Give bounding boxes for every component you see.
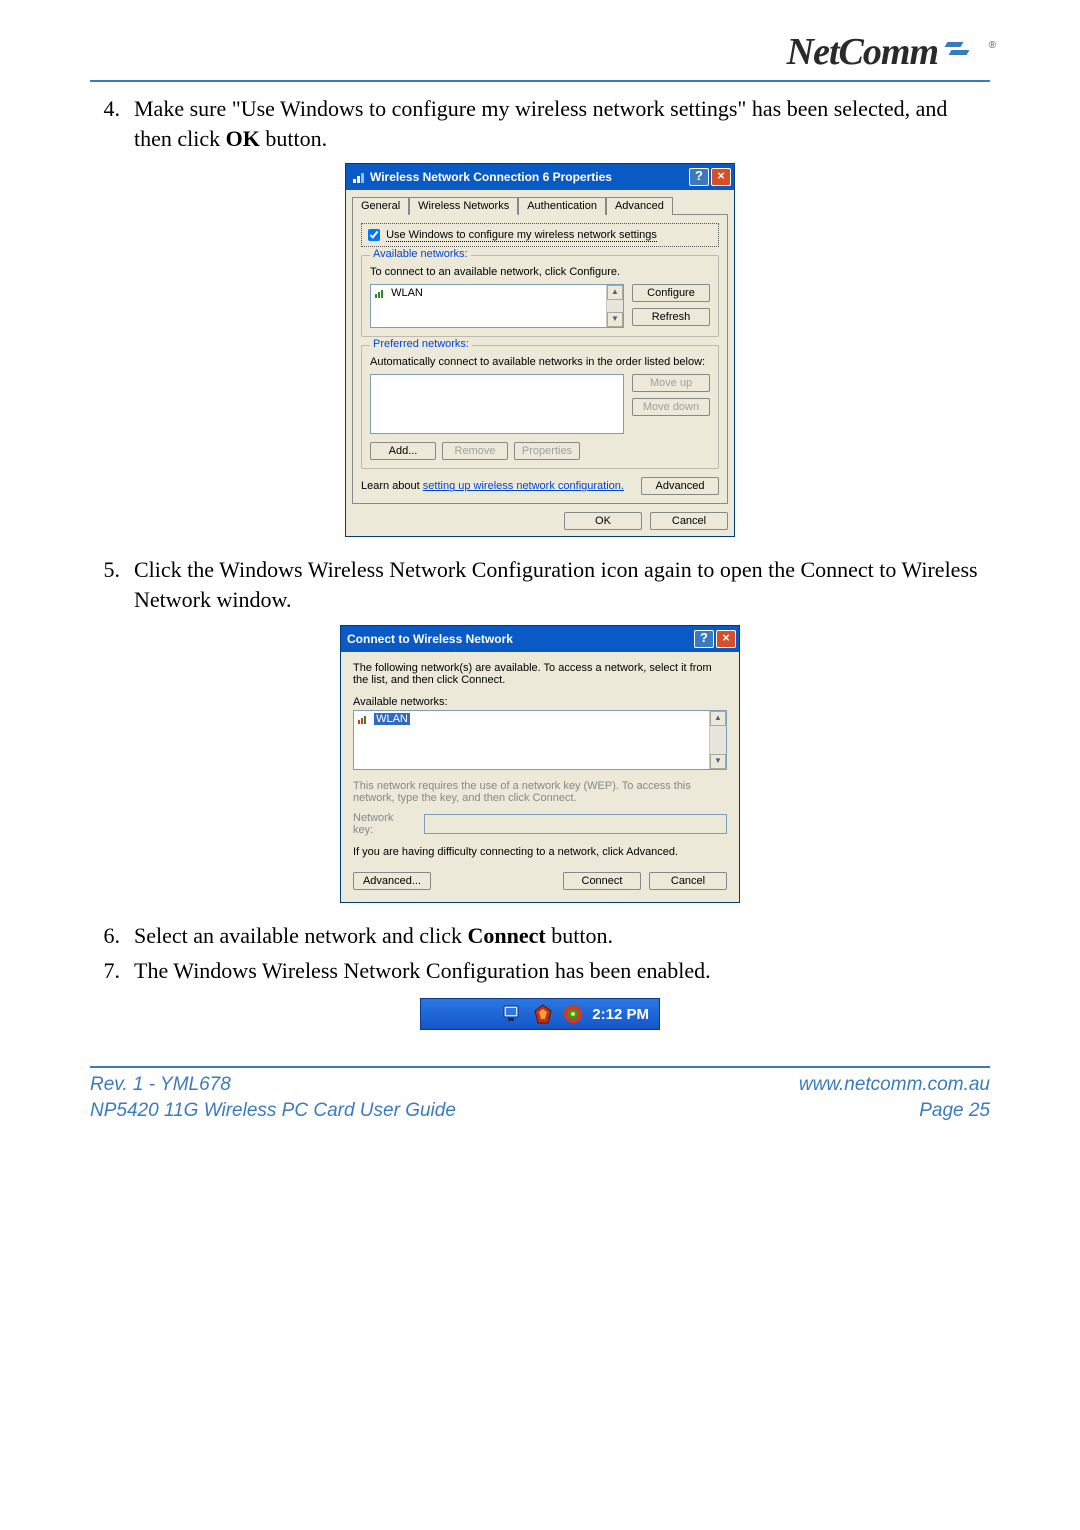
wireless-icon	[352, 170, 366, 184]
move-up-button[interactable]: Move up	[632, 374, 710, 392]
footer-url: www.netcomm.com.au	[799, 1072, 990, 1098]
group-desc: To connect to an available network, clic…	[370, 266, 710, 278]
step-4: 4. Make sure "Use Windows to configure m…	[90, 94, 990, 153]
use-windows-label: Use Windows to configure my wireless net…	[386, 229, 657, 242]
difficulty-text: If you are having difficulty connecting …	[353, 846, 727, 858]
tab-authentication[interactable]: Authentication	[518, 197, 606, 215]
brand-header: NetComm	[90, 30, 990, 74]
titlebar[interactable]: Connect to Wireless Network ? ×	[341, 626, 739, 652]
document-page: NetComm 4. Make sure "Use Windows to con…	[0, 0, 1080, 1143]
refresh-button[interactable]: Refresh	[632, 308, 710, 326]
configure-button[interactable]: Configure	[632, 284, 710, 302]
move-down-button[interactable]: Move down	[632, 398, 710, 416]
dialog-connect-wireless: Connect to Wireless Network ? × The foll…	[340, 625, 740, 903]
group-legend: Available networks:	[370, 248, 471, 260]
remove-button[interactable]: Remove	[442, 442, 508, 460]
network-icon	[358, 714, 368, 724]
monitor-icon[interactable]	[502, 1003, 524, 1025]
dialog-body: The following network(s) are available. …	[341, 652, 739, 902]
cancel-button[interactable]: Cancel	[650, 512, 728, 530]
step-6: 6. Select an available network and click…	[90, 921, 990, 951]
wep-text: This network requires the use of a netwo…	[353, 780, 727, 804]
network-key-input[interactable]	[424, 814, 727, 834]
scroll-up-icon[interactable]: ▲	[607, 285, 623, 300]
available-label: Available networks:	[353, 696, 727, 708]
footer-rev: Rev. 1 - YML678	[90, 1072, 456, 1098]
footer-rule	[90, 1066, 990, 1068]
group-preferred-networks: Preferred networks: Automatically connec…	[361, 345, 719, 469]
close-button[interactable]: ×	[716, 630, 736, 648]
tab-pane: Use Windows to configure my wireless net…	[352, 215, 728, 504]
help-button[interactable]: ?	[694, 630, 714, 648]
header-rule	[90, 80, 990, 82]
step-text: Click the Windows Wireless Network Confi…	[134, 555, 990, 614]
footer: Rev. 1 - YML678 NP5420 11G Wireless PC C…	[90, 1072, 990, 1123]
tab-general[interactable]: General	[352, 197, 409, 215]
connect-button[interactable]: Connect	[563, 872, 641, 890]
step-5: 5. Click the Windows Wireless Network Co…	[90, 555, 990, 614]
dialog-wireless-properties: Wireless Network Connection 6 Properties…	[345, 163, 735, 537]
system-tray: 2:12 PM	[420, 998, 660, 1030]
scroll-up-icon[interactable]: ▲	[710, 711, 726, 726]
learn-link[interactable]: setting up wireless network configuratio…	[423, 480, 624, 492]
wifi-config-icon[interactable]	[562, 1003, 584, 1025]
step-7: 7. The Windows Wireless Network Configur…	[90, 956, 990, 986]
footer-guide: NP5420 11G Wireless PC Card User Guide	[90, 1098, 456, 1124]
scrollbar[interactable]: ▲ ▼	[606, 285, 623, 327]
learn-text: Learn about	[361, 480, 423, 492]
focus-row: Use Windows to configure my wireless net…	[361, 223, 719, 247]
dialog-body: General Wireless Networks Authentication…	[346, 190, 734, 536]
network-item-selected: WLAN	[374, 713, 410, 725]
properties-button[interactable]: Properties	[514, 442, 580, 460]
tray-clock: 2:12 PM	[592, 1006, 649, 1023]
step-text: Make sure "Use Windows to configure my w…	[134, 94, 990, 153]
dialog-title: Connect to Wireless Network	[347, 632, 692, 646]
antivirus-icon[interactable]	[532, 1003, 554, 1025]
intro-text: The following network(s) are available. …	[353, 662, 727, 686]
network-icon	[375, 288, 385, 298]
advanced-button[interactable]: Advanced...	[353, 872, 431, 890]
brand-decor	[946, 42, 990, 62]
titlebar[interactable]: Wireless Network Connection 6 Properties…	[346, 164, 734, 190]
network-key-label: Network key:	[353, 812, 416, 836]
cancel-button[interactable]: Cancel	[649, 872, 727, 890]
brand-logo: NetComm	[787, 30, 938, 74]
step-number: 6.	[90, 921, 134, 951]
scroll-down-icon[interactable]: ▼	[710, 754, 726, 769]
help-button[interactable]: ?	[689, 168, 709, 186]
add-button[interactable]: Add...	[370, 442, 436, 460]
close-button[interactable]: ×	[711, 168, 731, 186]
group-legend: Preferred networks:	[370, 338, 472, 350]
preferred-networks-list[interactable]	[370, 374, 624, 434]
advanced-button[interactable]: Advanced	[641, 477, 719, 495]
step-text: Select an available network and click Co…	[134, 921, 990, 951]
step-number: 4.	[90, 94, 134, 153]
tab-advanced[interactable]: Advanced	[606, 197, 673, 215]
network-item: WLAN	[391, 287, 423, 299]
group-desc: Automatically connect to available netwo…	[370, 356, 710, 368]
step-text: The Windows Wireless Network Configurati…	[134, 956, 990, 986]
footer-page: Page 25	[799, 1098, 990, 1124]
dialog-title: Wireless Network Connection 6 Properties	[370, 170, 687, 184]
tab-strip: General Wireless Networks Authentication…	[352, 196, 728, 215]
tab-wireless-networks[interactable]: Wireless Networks	[409, 197, 518, 215]
scrollbar[interactable]: ▲ ▼	[709, 711, 726, 769]
available-networks-list[interactable]: WLAN ▲ ▼	[370, 284, 624, 328]
available-networks-list[interactable]: WLAN ▲ ▼	[353, 710, 727, 770]
ok-button[interactable]: OK	[564, 512, 642, 530]
step-number: 5.	[90, 555, 134, 614]
step-number: 7.	[90, 956, 134, 986]
use-windows-checkbox[interactable]	[368, 229, 380, 241]
group-available-networks: Available networks: To connect to an ava…	[361, 255, 719, 337]
scroll-down-icon[interactable]: ▼	[607, 312, 623, 327]
